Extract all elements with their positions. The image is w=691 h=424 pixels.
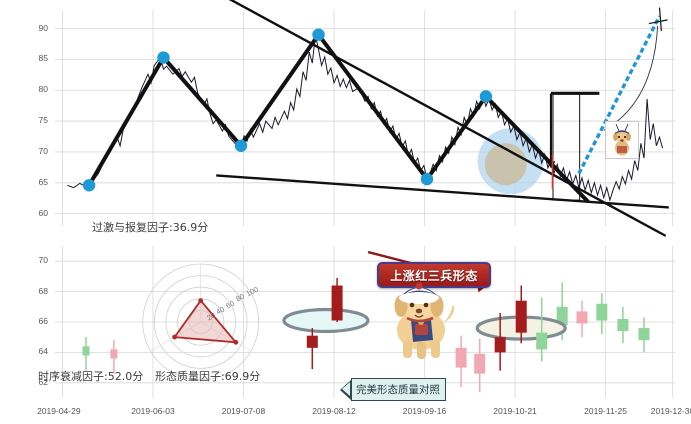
factor-label-aggression: 过激与报复因子:36.9分 <box>92 221 209 234</box>
x-axis-tick: 2019-09-16 <box>402 406 447 416</box>
upper-y-tick: 85 <box>38 53 48 64</box>
lower-y-tick: 64 <box>38 346 48 357</box>
candle-body <box>576 311 588 324</box>
dog-mascot-illustration <box>385 272 463 364</box>
lower-y-tick: 66 <box>38 316 48 326</box>
dog-icon <box>394 282 454 359</box>
lower-trendline <box>216 174 669 209</box>
dog-icon <box>613 123 631 156</box>
upper-trendline <box>228 0 667 237</box>
trade-box <box>552 92 581 201</box>
candle-body <box>474 353 486 374</box>
x-axis-tick: 2019-06-03 <box>131 406 175 416</box>
lower-y-tick: 68 <box>38 285 48 296</box>
radar-chart <box>142 263 260 381</box>
factor-label-time-decay: 时序衰减因子:52.0分 <box>38 370 144 383</box>
perfect-pattern-callout: 完美形态质量对照 <box>340 378 446 401</box>
upper-y-tick: 60 <box>38 207 48 218</box>
leader-curve <box>603 26 659 131</box>
x-axis-tick: 2019-12-30 <box>650 406 691 416</box>
breakout-projection-line <box>577 15 662 175</box>
radar-vertex <box>198 298 204 303</box>
pattern-name-banner: 上涨红三兵形态 <box>377 262 491 288</box>
dog-mascot-thumbnail <box>605 121 639 159</box>
upper-y-tick: 75 <box>38 115 48 126</box>
upper-price-chart <box>55 0 675 237</box>
lower-y-tick: 62 <box>38 376 48 387</box>
radar-polygon <box>172 299 238 344</box>
candle-body <box>515 300 527 333</box>
reference-pattern-ellipse <box>282 307 370 334</box>
candle-body <box>455 347 467 368</box>
candle-body <box>331 285 343 321</box>
lower-chart-svg <box>55 246 675 398</box>
candle-body <box>556 306 568 326</box>
x-axis-tick: 2019-10-21 <box>493 406 537 416</box>
lower-y-tick: 70 <box>38 255 48 266</box>
candle-body <box>494 337 506 353</box>
candle-body <box>638 328 650 341</box>
upper-chart-svg <box>55 0 675 237</box>
lower-candlestick-chart <box>55 246 675 398</box>
callout-label: 完美形态质量对照 <box>351 378 446 401</box>
pivot-point <box>479 90 493 103</box>
x-axis-tick: 2019-08-12 <box>312 406 356 416</box>
candle-body <box>596 303 608 321</box>
pivot-point <box>312 28 325 41</box>
upper-y-tick: 70 <box>38 145 48 156</box>
price-line <box>67 34 664 202</box>
candle-body <box>82 346 90 356</box>
pivot-point <box>234 139 248 152</box>
radar-vertex <box>172 334 177 340</box>
pivot-point <box>420 172 434 186</box>
factor-label-pattern-quality: 形态质量因子:69.9分 <box>155 370 261 383</box>
upper-y-tick: 80 <box>38 84 48 95</box>
projection-target-cross-icon <box>648 7 668 32</box>
x-axis-tick: 2019-07-08 <box>221 406 266 416</box>
pivot-point <box>82 179 96 192</box>
x-axis-tick: 2019-11-25 <box>584 406 627 416</box>
candle-body <box>110 349 118 359</box>
upper-y-tick: 65 <box>38 176 48 187</box>
candle-body <box>617 318 629 332</box>
pivot-point <box>157 51 170 64</box>
candle-body <box>536 332 548 350</box>
candle-body <box>306 335 318 348</box>
radar-vertex <box>233 339 239 345</box>
callout-arrow-icon <box>340 379 351 400</box>
upper-y-tick: 90 <box>38 22 48 33</box>
x-axis-tick: 2019-04-29 <box>37 406 81 416</box>
